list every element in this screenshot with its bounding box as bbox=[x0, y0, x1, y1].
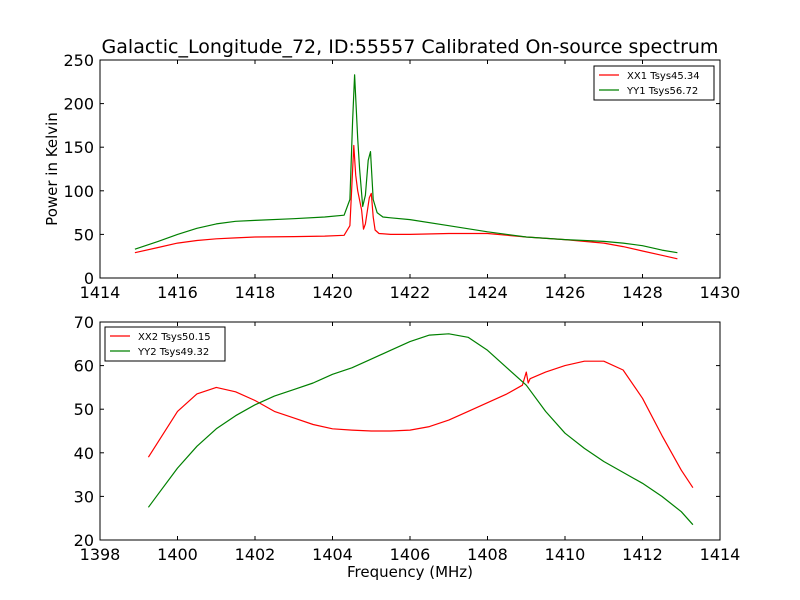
chart-panel-2: 1398 1400 1402 1404 1406 1408 1410 1412 1414 20 30… bbox=[74, 313, 741, 581]
x-tick-label: 1420 bbox=[312, 283, 353, 302]
y-tick-label: 60 bbox=[74, 357, 94, 376]
legend-entry: YY1 Tsys56.72 bbox=[626, 86, 698, 97]
x-tick-label: 1408 bbox=[467, 545, 508, 564]
x-tick-label: 1404 bbox=[312, 545, 353, 564]
legend-box bbox=[593, 65, 715, 101]
x-tick-label: 1412 bbox=[622, 545, 663, 564]
legend-entry: XX1 Tsys45.34 bbox=[627, 71, 700, 82]
y-tick-label: 250 bbox=[63, 51, 94, 70]
y-tick-label: 20 bbox=[74, 531, 94, 550]
y-tick-label: 50 bbox=[74, 225, 94, 244]
x-tick-label: 1414 bbox=[700, 545, 741, 564]
x-tick-label: 1428 bbox=[622, 283, 663, 302]
x-tick-label: 1402 bbox=[235, 545, 276, 564]
legend: XX2 Tsys50.15 YY2 Tsys49.32 bbox=[104, 326, 226, 362]
y-tick-label: 200 bbox=[63, 95, 94, 114]
y-tick-label: 0 bbox=[84, 269, 94, 288]
x-tick-label: 1426 bbox=[545, 283, 586, 302]
x-tick-label: 1422 bbox=[390, 283, 431, 302]
y-tick-label: 30 bbox=[74, 487, 94, 506]
x-tick-label: 1416 bbox=[157, 283, 198, 302]
series-line-2 bbox=[147, 333, 694, 526]
figure-title: Galactic_Longitude_72, ID:55557 Calibrat… bbox=[102, 36, 719, 58]
x-tick-label: 1398 bbox=[80, 545, 121, 564]
y-tick-label: 100 bbox=[63, 182, 94, 201]
legend-entry: XX2 Tsys50.15 bbox=[138, 332, 211, 343]
series-line-2 bbox=[134, 74, 678, 254]
chart-panel-1: 1414 1416 1418 1420 1422 1424 1426 1428 1430 0 50 1… bbox=[43, 51, 740, 302]
series-line-1 bbox=[147, 360, 694, 489]
y-tick-label: 40 bbox=[74, 444, 94, 463]
x-axis-label: Frequency (MHz) bbox=[347, 563, 473, 581]
legend-box bbox=[104, 326, 226, 362]
x-tick-label: 1406 bbox=[390, 545, 431, 564]
legend: XX1 Tsys45.34 YY1 Tsys56.72 bbox=[593, 65, 715, 101]
x-tick-label: 1400 bbox=[157, 545, 198, 564]
x-tick-label: 1418 bbox=[235, 283, 276, 302]
legend-entry: YY2 Tsys49.32 bbox=[137, 347, 209, 358]
y-tick-label: 70 bbox=[74, 313, 94, 332]
y-tick-label: 50 bbox=[74, 400, 94, 419]
y-axis-label: Power in Kelvin bbox=[43, 112, 61, 226]
x-tick-label: 1414 bbox=[80, 283, 121, 302]
x-tick-label: 1410 bbox=[545, 545, 586, 564]
x-tick-label: 1424 bbox=[467, 283, 508, 302]
x-tick-label: 1430 bbox=[700, 283, 741, 302]
chart-panels: 1414 1416 1418 1420 1422 1424 1426 1428 14300501… bbox=[43, 51, 740, 581]
y-tick-label: 150 bbox=[63, 138, 94, 157]
